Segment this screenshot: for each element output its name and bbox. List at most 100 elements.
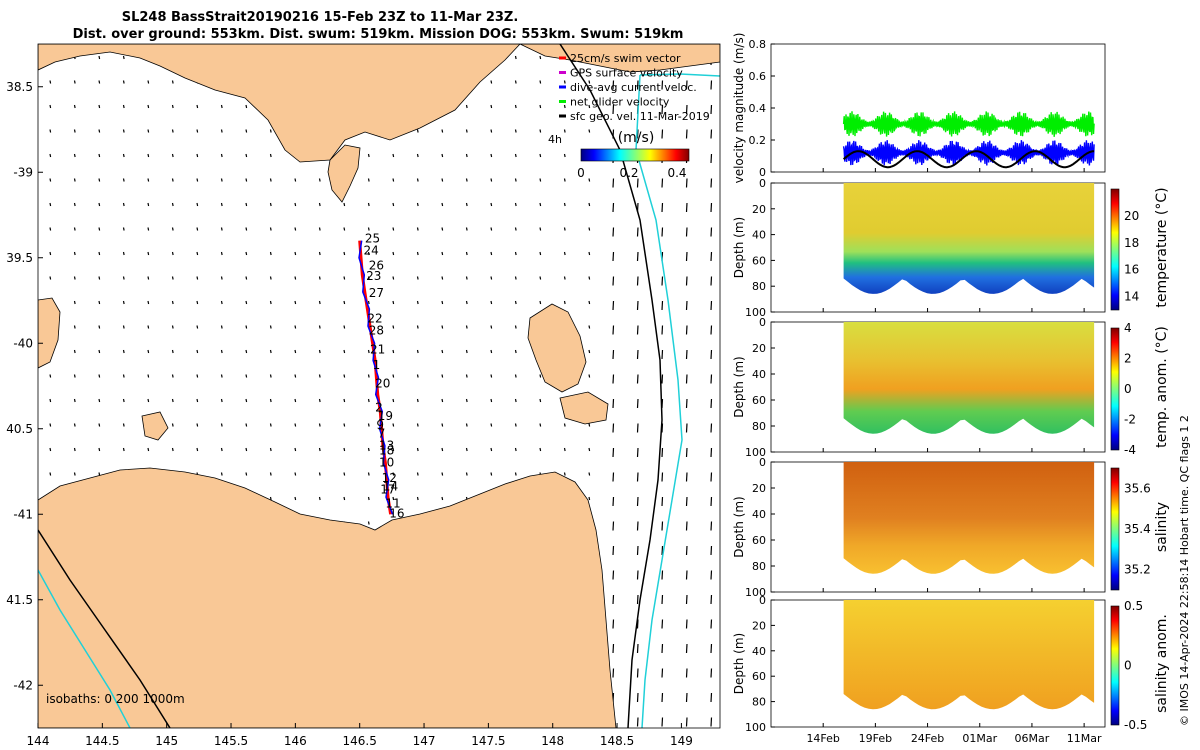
velocity-arrow xyxy=(514,423,517,427)
velocity-arrow xyxy=(441,374,444,378)
section-colorbar-tick: -2 xyxy=(1124,413,1136,427)
velocity-arrow xyxy=(171,374,174,378)
velocity-arrow xyxy=(49,202,52,207)
velocity-arrow xyxy=(245,300,248,305)
velocity-arrow xyxy=(147,300,150,305)
velocity-arrow xyxy=(685,325,688,335)
velocity-arrow xyxy=(588,300,591,305)
velocity-arrow xyxy=(636,521,639,531)
velocity-arrow xyxy=(269,349,272,354)
velocity-arrow xyxy=(318,251,321,256)
depth-tick-label: 0 xyxy=(759,177,766,190)
velocity-arrow xyxy=(416,472,419,476)
velocity-arrow xyxy=(710,692,713,703)
velocity-arrow xyxy=(220,178,223,182)
section-colorbar-tick: 35.4 xyxy=(1124,522,1151,536)
time-tick-label: 11Mar xyxy=(1067,732,1102,745)
velocity-arrow xyxy=(685,619,688,629)
map-x-tick-label: 147.5 xyxy=(471,734,505,748)
velocity-arrow xyxy=(318,496,321,501)
velocity-arrow xyxy=(588,423,591,427)
velocity-ylabel: velocity magnitude (m/s) xyxy=(732,33,746,184)
velocity-arrow xyxy=(98,80,101,84)
velocity-y-tick-label: 0.4 xyxy=(749,102,767,115)
velocity-arrow xyxy=(245,202,248,207)
velocity-arrow xyxy=(710,153,713,164)
velocity-arrow xyxy=(73,300,76,305)
velocity-arrow xyxy=(441,202,444,207)
velocity-arrow xyxy=(465,423,468,427)
velocity-arrow xyxy=(710,202,713,213)
velocity-arrow xyxy=(73,447,76,452)
velocity-arrow xyxy=(416,251,419,256)
depth-tick-label: 100 xyxy=(745,721,766,734)
velocity-arrow xyxy=(490,202,493,207)
depth-tick-label: 40 xyxy=(752,645,766,658)
velocity-arrow xyxy=(367,153,370,158)
velocity-arrow xyxy=(588,251,591,256)
velocity-arrow xyxy=(588,472,591,476)
velocity-arrow xyxy=(636,374,639,384)
velocity-y-tick-label: 0.8 xyxy=(749,38,767,51)
velocity-arrow xyxy=(318,227,321,231)
velocity-arrow xyxy=(612,423,615,433)
velocity-arrow xyxy=(343,251,346,256)
velocity-arrow xyxy=(416,447,419,452)
velocity-arrow xyxy=(343,202,346,207)
velocity-arrow xyxy=(343,300,346,305)
waypoint-label: 19 xyxy=(378,409,393,423)
velocity-arrow xyxy=(588,496,591,501)
velocity-arrow xyxy=(612,227,615,237)
section-colorbar-tick: 0 xyxy=(1124,659,1132,673)
velocity-arrow xyxy=(612,570,615,580)
velocity-arrow xyxy=(416,227,419,231)
velocity-arrow xyxy=(441,276,444,280)
velocity-arrow xyxy=(245,423,248,427)
waypoint-label: 28 xyxy=(369,324,384,338)
velocity-arrow xyxy=(710,447,713,458)
waypoint-label: 1 xyxy=(373,358,381,372)
waypoint-label: 2 xyxy=(375,401,383,415)
velocity-arrow xyxy=(685,129,688,139)
velocity-arrow xyxy=(122,423,125,427)
velocity-arrow xyxy=(416,276,419,280)
time-axis: 14Feb 19Feb 24Feb 01Mar 06Mar 11Mar xyxy=(806,168,1102,745)
velocity-arrow xyxy=(416,300,419,305)
section-colorbar-label: salinity anom. xyxy=(1154,614,1170,713)
depth-tick-label: 100 xyxy=(745,446,766,459)
velocity-arrow xyxy=(196,325,199,329)
velocity-arrow xyxy=(490,178,493,182)
velocity-arrow xyxy=(220,398,223,403)
velocity-arrow xyxy=(636,300,639,311)
velocity-arrow xyxy=(294,300,297,305)
velocity-arrow xyxy=(514,374,517,378)
velocity-arrow xyxy=(588,80,591,84)
velocity-arrow xyxy=(367,178,370,182)
map-colorbar-tick: 0.2 xyxy=(619,166,638,180)
velocity-arrow xyxy=(514,447,517,452)
velocity-arrow xyxy=(122,398,125,403)
velocity-arrow xyxy=(514,398,517,403)
velocity-arrow xyxy=(685,300,688,311)
velocity-arrow xyxy=(196,178,199,182)
velocity-arrow xyxy=(588,349,591,354)
section-colorbar-tick: 18 xyxy=(1124,236,1139,250)
depth-tick-label: 20 xyxy=(752,482,766,495)
velocity-arrow xyxy=(710,717,713,727)
velocity-arrow xyxy=(661,521,664,531)
velocity-arrow xyxy=(661,472,664,482)
velocity-arrow xyxy=(196,251,199,256)
velocity-arrow xyxy=(343,398,346,403)
map-x-axis: 144 144.5 145 145.5 146 146.5 147 147.5 148 148.5… xyxy=(27,723,693,748)
velocity-arrow xyxy=(294,374,297,378)
velocity-arrow xyxy=(98,251,101,256)
velocity-arrow xyxy=(539,276,542,280)
map-colorbar-ticks: 0 0.2 0.4 xyxy=(577,166,686,180)
velocity-arrow xyxy=(294,472,297,476)
depth-tick-label: 40 xyxy=(752,508,766,521)
velocity-arrow xyxy=(514,104,517,109)
velocity-arrow xyxy=(710,276,713,286)
velocity-arrow xyxy=(245,104,248,109)
velocity-arrow xyxy=(539,178,542,182)
